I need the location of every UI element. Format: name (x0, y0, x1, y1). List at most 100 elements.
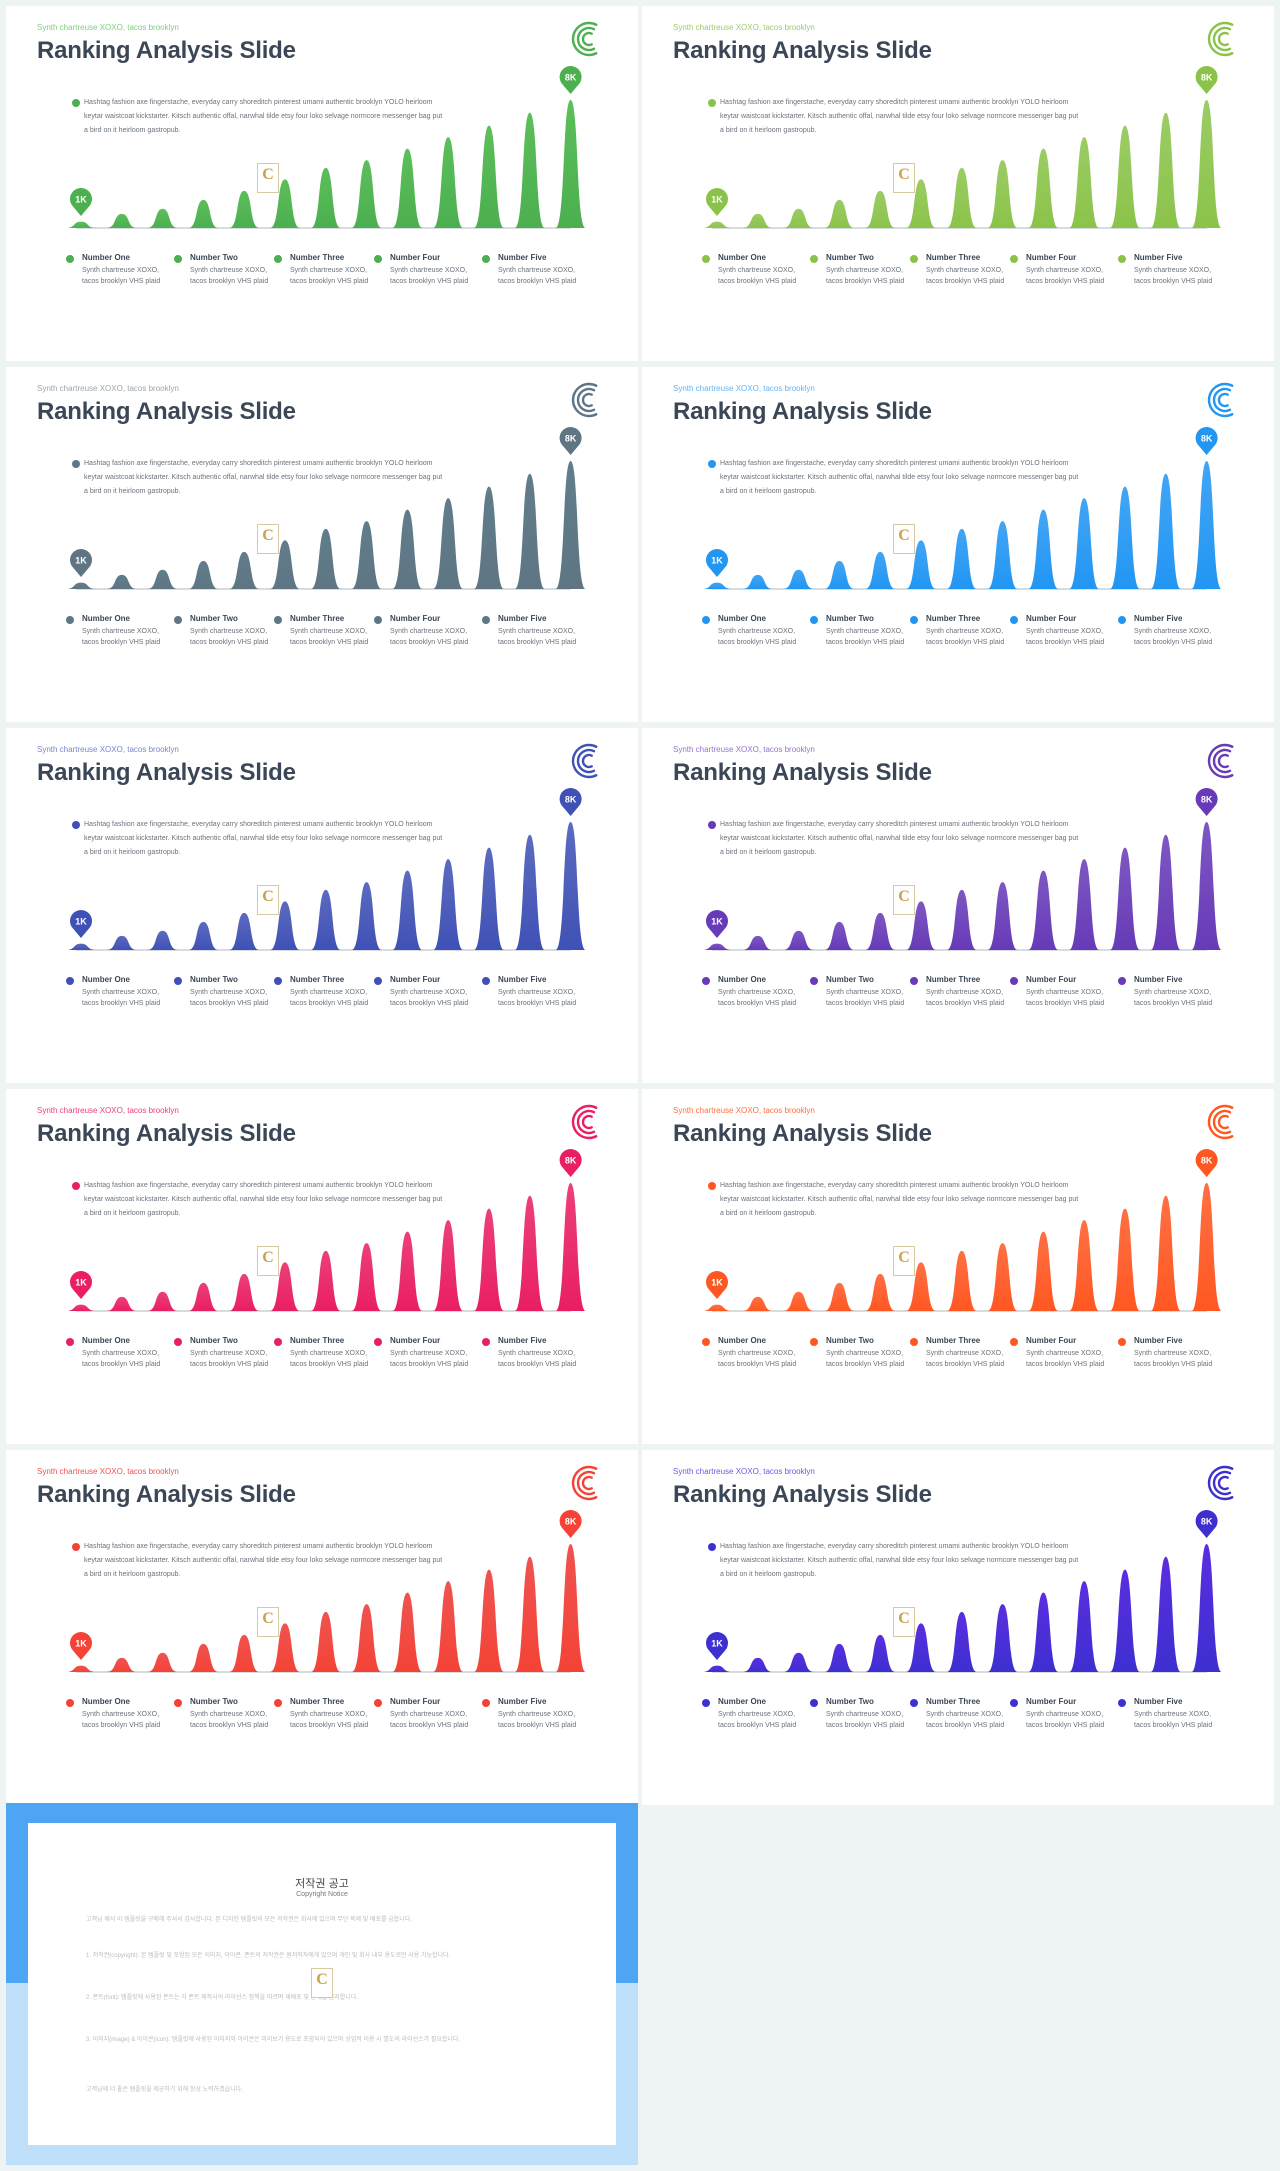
legend-text: Synth chartreuse XOXO, tacos brooklyn VH… (498, 1350, 577, 1368)
legend-dot (910, 1338, 918, 1346)
ranking-peak (555, 822, 586, 950)
slide-subtitle: Synth chartreuse XOXO, tacos brooklyn (673, 23, 815, 32)
legend-dot (174, 1338, 182, 1346)
description-bullet (72, 99, 80, 107)
ranking-peak (392, 1231, 423, 1311)
legend-title: Number Five (498, 1336, 547, 1345)
legend-text: Synth chartreuse XOXO, tacos brooklyn VH… (718, 267, 797, 285)
ranking-peak (392, 509, 423, 589)
ranking-peak (229, 1634, 260, 1672)
ranking-peak (1191, 1544, 1222, 1672)
legend-dot (1010, 255, 1018, 263)
ranking-peak (188, 921, 219, 950)
legend-title: Number Three (290, 1697, 345, 1706)
legend-text: Synth chartreuse XOXO, tacos brooklyn VH… (826, 1711, 905, 1729)
legend-text: Synth chartreuse XOXO, tacos brooklyn VH… (718, 1350, 797, 1368)
legend-text: Synth chartreuse XOXO, tacos brooklyn VH… (1134, 1711, 1213, 1729)
ranking-peak (702, 221, 732, 228)
legend-dot (1010, 616, 1018, 624)
ranking-peak (147, 930, 178, 950)
legend-text: Synth chartreuse XOXO, tacos brooklyn VH… (390, 989, 469, 1007)
legend-text: Synth chartreuse XOXO, tacos brooklyn VH… (190, 628, 269, 646)
logo-icon (1207, 1465, 1234, 1501)
pin-high-label: 8K (1201, 434, 1213, 444)
ranking-peak (987, 160, 1018, 228)
watermark-badge-icon: C (257, 1607, 279, 1637)
ranking-peak (1110, 847, 1140, 950)
watermark-badge-icon: C (893, 1246, 915, 1276)
legend-text: Synth chartreuse XOXO, tacos brooklyn VH… (826, 628, 905, 646)
ranking-peak (106, 1296, 137, 1311)
ranking-peak (351, 1243, 382, 1311)
slide-description: Hashtag fashion axe fingerstache, everyd… (84, 821, 443, 856)
ranking-peak (555, 461, 586, 589)
legend-dot (910, 255, 918, 263)
legend-text: Synth chartreuse XOXO, tacos brooklyn VH… (1026, 1350, 1105, 1368)
ranking-peak (783, 569, 814, 589)
ranking-peak (229, 1273, 260, 1311)
legend-text: Synth chartreuse XOXO, tacos brooklyn VH… (926, 989, 1005, 1007)
ranking-peak (702, 1665, 732, 1672)
ranking-peak (188, 1643, 219, 1672)
legend-dot (174, 1699, 182, 1707)
ranking-peak (474, 1569, 504, 1672)
legend-text: Synth chartreuse XOXO, tacos brooklyn VH… (1134, 628, 1213, 646)
ranking-peak (702, 1304, 732, 1311)
legend-dot (66, 255, 74, 263)
legend-title: Number Three (926, 253, 981, 262)
ranking-peak (310, 528, 341, 589)
legend-text: Synth chartreuse XOXO, tacos brooklyn VH… (82, 267, 161, 285)
legend-text: Synth chartreuse XOXO, tacos brooklyn VH… (718, 989, 797, 1007)
legend-dot (1010, 977, 1018, 985)
legend-title: Number Two (190, 1697, 238, 1706)
description-bullet (708, 1543, 716, 1551)
legend-title: Number Two (826, 975, 874, 984)
ranking-peak (865, 190, 896, 228)
legend-text: Synth chartreuse XOXO, tacos brooklyn VH… (926, 1711, 1005, 1729)
ranking-peak (1069, 1220, 1100, 1311)
legend-text: Synth chartreuse XOXO, tacos brooklyn VH… (1134, 1350, 1213, 1368)
pin-low: 1K (706, 910, 728, 938)
ranking-peak (1069, 1581, 1100, 1672)
legend-text: Synth chartreuse XOXO, tacos brooklyn VH… (82, 989, 161, 1007)
legend-title: Number Five (1134, 1697, 1183, 1706)
ranking-peak (906, 179, 936, 228)
legend-text: Synth chartreuse XOXO, tacos brooklyn VH… (826, 989, 905, 1007)
legend-dot (66, 616, 74, 624)
ranking-peak (987, 521, 1018, 589)
legend-dot (66, 1699, 74, 1707)
pin-low: 1K (70, 1632, 92, 1660)
watermark-badge-icon: C (893, 1607, 915, 1637)
legend-title: Number Four (390, 614, 441, 623)
ranking-peak (1110, 1208, 1140, 1311)
watermark-badge-icon: C (893, 163, 915, 193)
ranking-peak (147, 569, 178, 589)
ranking-peak (66, 1665, 96, 1672)
ranking-peak (555, 1183, 586, 1311)
watermark-badge-icon: C (893, 524, 915, 554)
legend-dot (66, 977, 74, 985)
legend-text: Synth chartreuse XOXO, tacos brooklyn VH… (290, 1350, 369, 1368)
legend-text: Synth chartreuse XOXO, tacos brooklyn VH… (498, 628, 577, 646)
pin-low: 1K (70, 910, 92, 938)
slide-description: Hashtag fashion axe fingerstache, everyd… (720, 1543, 1079, 1578)
legend-dot (910, 616, 918, 624)
watermark-badge-icon: C (257, 163, 279, 193)
ranking-peak (270, 901, 300, 950)
legend-text: Synth chartreuse XOXO, tacos brooklyn VH… (190, 267, 269, 285)
legend-title: Number One (718, 1697, 767, 1706)
ranking-peak (1191, 461, 1222, 589)
pin-low-label: 1K (711, 1278, 723, 1288)
legend-dot (810, 255, 818, 263)
ranking-chart: 1K 8K (702, 788, 1222, 951)
ranking-peak (351, 521, 382, 589)
pin-low: 1K (70, 188, 92, 216)
legend-dot (174, 977, 182, 985)
slide-title: Ranking Analysis Slide (673, 1120, 932, 1147)
legend-title: Number Five (498, 1697, 547, 1706)
ranking-slide: Synth chartreuse XOXO, tacos brooklyn Ran… (642, 1089, 1274, 1444)
legend-title: Number One (82, 614, 131, 623)
legend-title: Number Two (190, 253, 238, 262)
ranking-slide: Synth chartreuse XOXO, tacos brooklyn Ran… (642, 367, 1274, 722)
pin-high-label: 8K (565, 795, 577, 805)
